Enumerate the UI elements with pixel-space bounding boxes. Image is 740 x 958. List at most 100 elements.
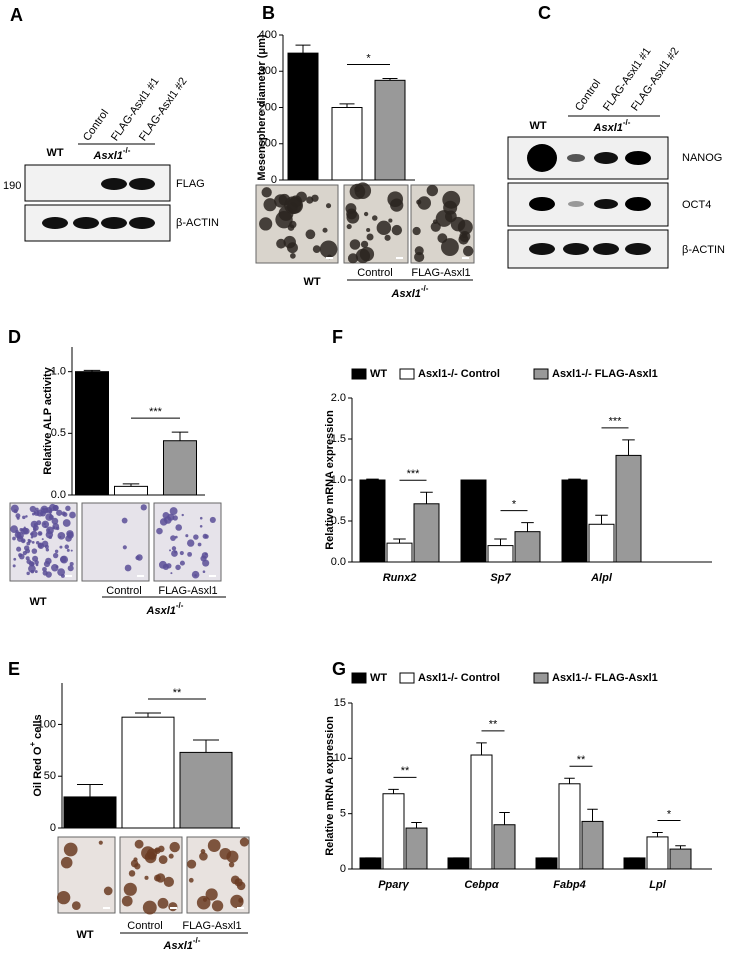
micrograph-object bbox=[144, 875, 149, 880]
error-bar bbox=[83, 369, 101, 372]
micrograph-object bbox=[57, 532, 66, 540]
micrograph-object bbox=[170, 535, 176, 542]
micrograph-object bbox=[52, 505, 59, 512]
micrograph-object bbox=[56, 509, 63, 516]
bar bbox=[588, 523, 615, 563]
micrograph-object bbox=[376, 220, 392, 236]
micrograph-object bbox=[61, 511, 66, 516]
scale-bar bbox=[209, 575, 216, 577]
micrograph-object bbox=[426, 184, 439, 197]
error-bar bbox=[420, 491, 433, 504]
micrograph-object bbox=[34, 570, 38, 573]
micrograph-object bbox=[287, 242, 298, 254]
micrograph-object bbox=[36, 520, 42, 526]
y-tick-label: 1.0 bbox=[51, 366, 66, 378]
micrograph-object bbox=[197, 542, 202, 547]
micrograph-object bbox=[25, 556, 30, 561]
micrograph-object bbox=[146, 848, 158, 859]
micrograph-object bbox=[157, 845, 165, 853]
y-tick-label: 0.0 bbox=[51, 489, 66, 501]
y-axis-label-text: Relative mRNA expression bbox=[324, 410, 336, 550]
legend-label: Asxl1-/- Control bbox=[418, 672, 500, 684]
panel-label: C bbox=[538, 3, 551, 23]
micrograph bbox=[343, 182, 409, 264]
micrograph-object bbox=[56, 890, 71, 905]
error-bar bbox=[568, 478, 581, 480]
band bbox=[594, 152, 618, 164]
micrograph-object bbox=[62, 519, 71, 527]
micrograph bbox=[186, 836, 250, 914]
error-bar bbox=[499, 812, 510, 825]
bar bbox=[114, 485, 148, 496]
panel-label: D bbox=[8, 327, 21, 347]
micrograph-object bbox=[60, 573, 65, 578]
y-axis-label-sup: + bbox=[28, 742, 37, 747]
micrograph-object bbox=[462, 245, 474, 257]
micrograph-object bbox=[41, 538, 44, 541]
group-label-text: Asxl1 bbox=[146, 605, 176, 617]
error-bar bbox=[135, 712, 161, 718]
category-label: Cebpα bbox=[464, 879, 500, 891]
micrograph-object bbox=[154, 848, 160, 853]
panel-label: A bbox=[10, 5, 23, 25]
micrograph-object bbox=[205, 888, 218, 901]
micrograph-object bbox=[59, 545, 63, 549]
y-axis-label-text: Relative ALP activity bbox=[42, 366, 54, 474]
significance-label: * bbox=[512, 499, 517, 511]
y-tick-label: 100 bbox=[38, 718, 56, 730]
band bbox=[42, 217, 68, 229]
panel-label: F bbox=[332, 327, 343, 347]
micrograph-object bbox=[24, 545, 30, 551]
micrograph-object bbox=[168, 902, 178, 912]
micrograph-object bbox=[360, 240, 369, 248]
micrograph-object bbox=[349, 239, 361, 250]
category-label: Sp7 bbox=[490, 572, 511, 584]
bar bbox=[359, 857, 382, 870]
bar bbox=[359, 479, 386, 563]
row-label: β-ACTIN bbox=[176, 217, 219, 229]
band bbox=[527, 144, 557, 172]
bar bbox=[331, 107, 363, 181]
group-label-text: Asxl1 bbox=[93, 150, 123, 162]
micrograph-object bbox=[211, 900, 224, 912]
legend-label: WT bbox=[370, 368, 387, 380]
error-bar bbox=[171, 431, 189, 441]
band bbox=[73, 217, 99, 229]
micrograph-object bbox=[219, 847, 232, 860]
error-bar bbox=[494, 538, 507, 546]
micrograph-object bbox=[187, 859, 197, 869]
micrograph-object bbox=[169, 507, 178, 515]
panel-label: B bbox=[262, 3, 275, 23]
bar bbox=[75, 371, 109, 496]
significance-label: * bbox=[667, 808, 672, 820]
band bbox=[529, 197, 555, 211]
micrograph-object bbox=[442, 190, 461, 209]
bar bbox=[514, 531, 541, 563]
micrograph-object bbox=[70, 549, 73, 552]
y-axis-label: Relative ALP activity bbox=[42, 366, 54, 474]
micrograph-object bbox=[179, 560, 185, 566]
micrograph-object bbox=[354, 186, 361, 193]
group-label-text: Asxl1 bbox=[163, 940, 193, 952]
band bbox=[129, 217, 155, 229]
micrograph-object bbox=[25, 515, 28, 518]
micrograph-object bbox=[41, 540, 49, 548]
micrograph-object bbox=[346, 224, 352, 230]
micrograph-object bbox=[391, 224, 403, 236]
y-tick-label: 300 bbox=[259, 65, 277, 77]
micrograph-object bbox=[366, 227, 371, 233]
error-bar bbox=[521, 522, 534, 532]
micrograph-object bbox=[191, 570, 200, 579]
error-bar bbox=[393, 538, 406, 544]
significance-label: ** bbox=[489, 719, 498, 731]
error-bar bbox=[295, 44, 311, 54]
micrograph-object bbox=[276, 238, 286, 249]
micrograph-object bbox=[372, 215, 378, 221]
bar bbox=[382, 793, 405, 870]
marker-label: 190 bbox=[3, 180, 21, 192]
micrograph-object bbox=[166, 563, 172, 569]
group-label-sup: -/- bbox=[623, 118, 631, 127]
micrograph-object bbox=[47, 528, 51, 532]
micrograph-object bbox=[23, 527, 30, 535]
micrograph-object bbox=[37, 542, 43, 548]
